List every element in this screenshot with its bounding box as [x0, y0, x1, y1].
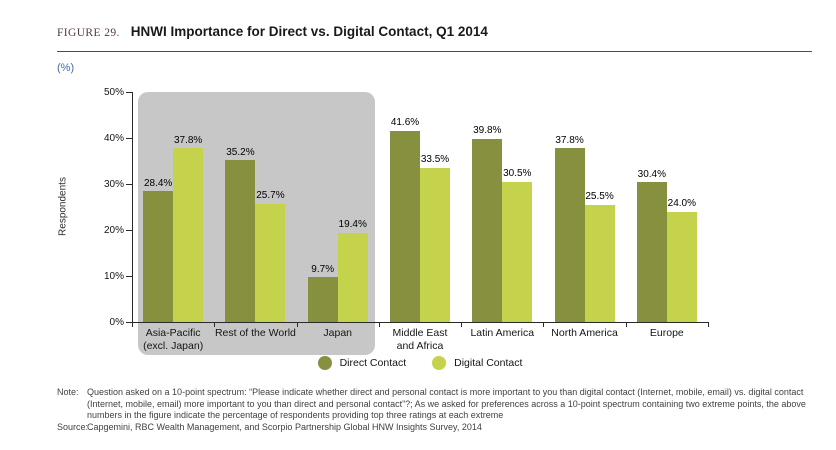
y-axis-tick: [126, 322, 132, 323]
bar-digital-contact-middle-east: [420, 167, 450, 322]
y-axis-tick: [126, 92, 132, 93]
bar-direct-contact-rest-of-the-world: [225, 160, 256, 322]
category-label-north-america: North America: [543, 327, 625, 340]
x-axis-tick: [378, 322, 380, 327]
bar-value-label: 35.2%: [226, 146, 255, 158]
bar-value-label: 30.5%: [503, 168, 532, 180]
category-label-latin-america: Latin America: [461, 327, 543, 340]
x-axis-tick: [708, 322, 709, 327]
source-text: Capgemini, RBC Wealth Management, and Sc…: [87, 421, 482, 432]
figure-title: HNWI Importance for Direct vs. Digital C…: [130, 24, 488, 39]
category-label-line: Asia-Pacific: [145, 327, 201, 339]
bar-value-label: 30.4%: [637, 168, 667, 180]
category-label-japan: Japan: [297, 327, 379, 340]
y-tick-label: 40%: [103, 132, 124, 144]
y-axis-tick: [126, 138, 132, 139]
y-tick-label: 10%: [103, 270, 124, 282]
bar-direct-contact-latin-america: [472, 138, 503, 322]
bar-direct-contact-japan: [307, 277, 338, 322]
category-label-line: (excl. Japan): [143, 340, 204, 352]
bar-direct-contact-asia-pacific: [143, 191, 174, 322]
y-tick-label: 0%: [109, 316, 124, 328]
y-tick-label: 30%: [103, 178, 124, 190]
bar-value-label: 33.5%: [420, 154, 450, 166]
y-tick-label: 20%: [103, 224, 124, 236]
source-row: Source: Capgemini, RBC Wealth Management…: [57, 422, 812, 434]
category-label-line: Japan: [323, 327, 352, 339]
x-axis-tick: [296, 322, 298, 327]
bar-value-label: 37.8%: [173, 134, 203, 146]
legend-item-direct-contact: Direct Contact: [317, 356, 407, 370]
bar-digital-contact-north-america: [584, 204, 615, 322]
bar-value-label: 19.4%: [338, 219, 367, 231]
source-label: Source:: [57, 421, 89, 432]
bar-digital-contact-rest-of-the-world: [255, 203, 286, 322]
legend-item-digital-contact: Digital Contact: [432, 356, 522, 370]
bar-direct-contact-middle-east: [390, 130, 420, 322]
bar-digital-contact-japan: [337, 232, 368, 322]
x-axis-tick: [543, 322, 545, 327]
category-label-line: Rest of the World: [214, 327, 296, 339]
category-label-middle-east: Middle East and Africa: [379, 327, 461, 353]
category-label-line: Latin America: [470, 327, 535, 339]
x-axis-tick: [214, 322, 216, 327]
chart-legend: Direct Contact Digital Contact: [132, 356, 708, 370]
category-label-rest-of-the-world: Rest of the World: [214, 327, 296, 340]
y-axis-line: [132, 92, 133, 323]
bar-value-label: 24.0%: [667, 198, 697, 210]
bar-digital-contact-europe: [666, 211, 697, 322]
figure-header: FIGURE 29. HNWI Importance for Direct vs…: [57, 24, 488, 39]
footnotes: Note: Question asked on a 10-point spect…: [57, 387, 812, 433]
x-axis-tick: [625, 322, 627, 327]
category-label-europe: Europe: [626, 327, 708, 340]
bar-value-label: 25.7%: [256, 190, 285, 202]
note-text: Question asked on a 10-point spectrum: “…: [87, 387, 806, 420]
bar-digital-contact-asia-pacific: [173, 148, 204, 322]
category-label-line: Europe: [649, 327, 684, 339]
legend-label: Digital Contact: [454, 357, 523, 369]
x-axis-tick: [132, 322, 133, 327]
unit-label: (%): [57, 62, 75, 74]
bar-direct-contact-north-america: [554, 148, 585, 322]
y-axis-tick: [126, 276, 132, 277]
note-label: Note:: [57, 387, 79, 397]
bar-direct-contact-europe: [636, 182, 667, 322]
legend-swatch-digital-contact: [432, 356, 447, 370]
bar-value-label: 37.8%: [555, 134, 584, 146]
bar-value-label: 41.6%: [390, 117, 420, 129]
title-divider: [57, 51, 812, 52]
category-label-line: and Africa: [396, 340, 444, 352]
bar-value-label: 9.7%: [311, 263, 335, 275]
legend-label: Direct Contact: [339, 357, 407, 369]
y-tick-label: 50%: [103, 86, 124, 98]
category-label-line: North America: [551, 327, 618, 339]
x-axis-line: [132, 322, 708, 323]
bar-value-label: 25.5%: [585, 191, 614, 203]
bar-digital-contact-latin-america: [502, 181, 533, 322]
bar-value-label: 28.4%: [143, 177, 173, 189]
x-axis-tick: [461, 322, 463, 327]
y-axis-tick: [126, 230, 132, 231]
y-axis-tick: [126, 184, 132, 185]
figure-label: FIGURE 29.: [57, 27, 120, 39]
note-row: Note: Question asked on a 10-point spect…: [57, 387, 812, 422]
category-label-asia-pacific: Asia-Pacific (excl. Japan): [132, 327, 214, 353]
legend-swatch-direct-contact: [317, 356, 332, 370]
bar-value-label: 39.8%: [473, 125, 502, 137]
category-label-line: Middle East: [392, 327, 448, 339]
